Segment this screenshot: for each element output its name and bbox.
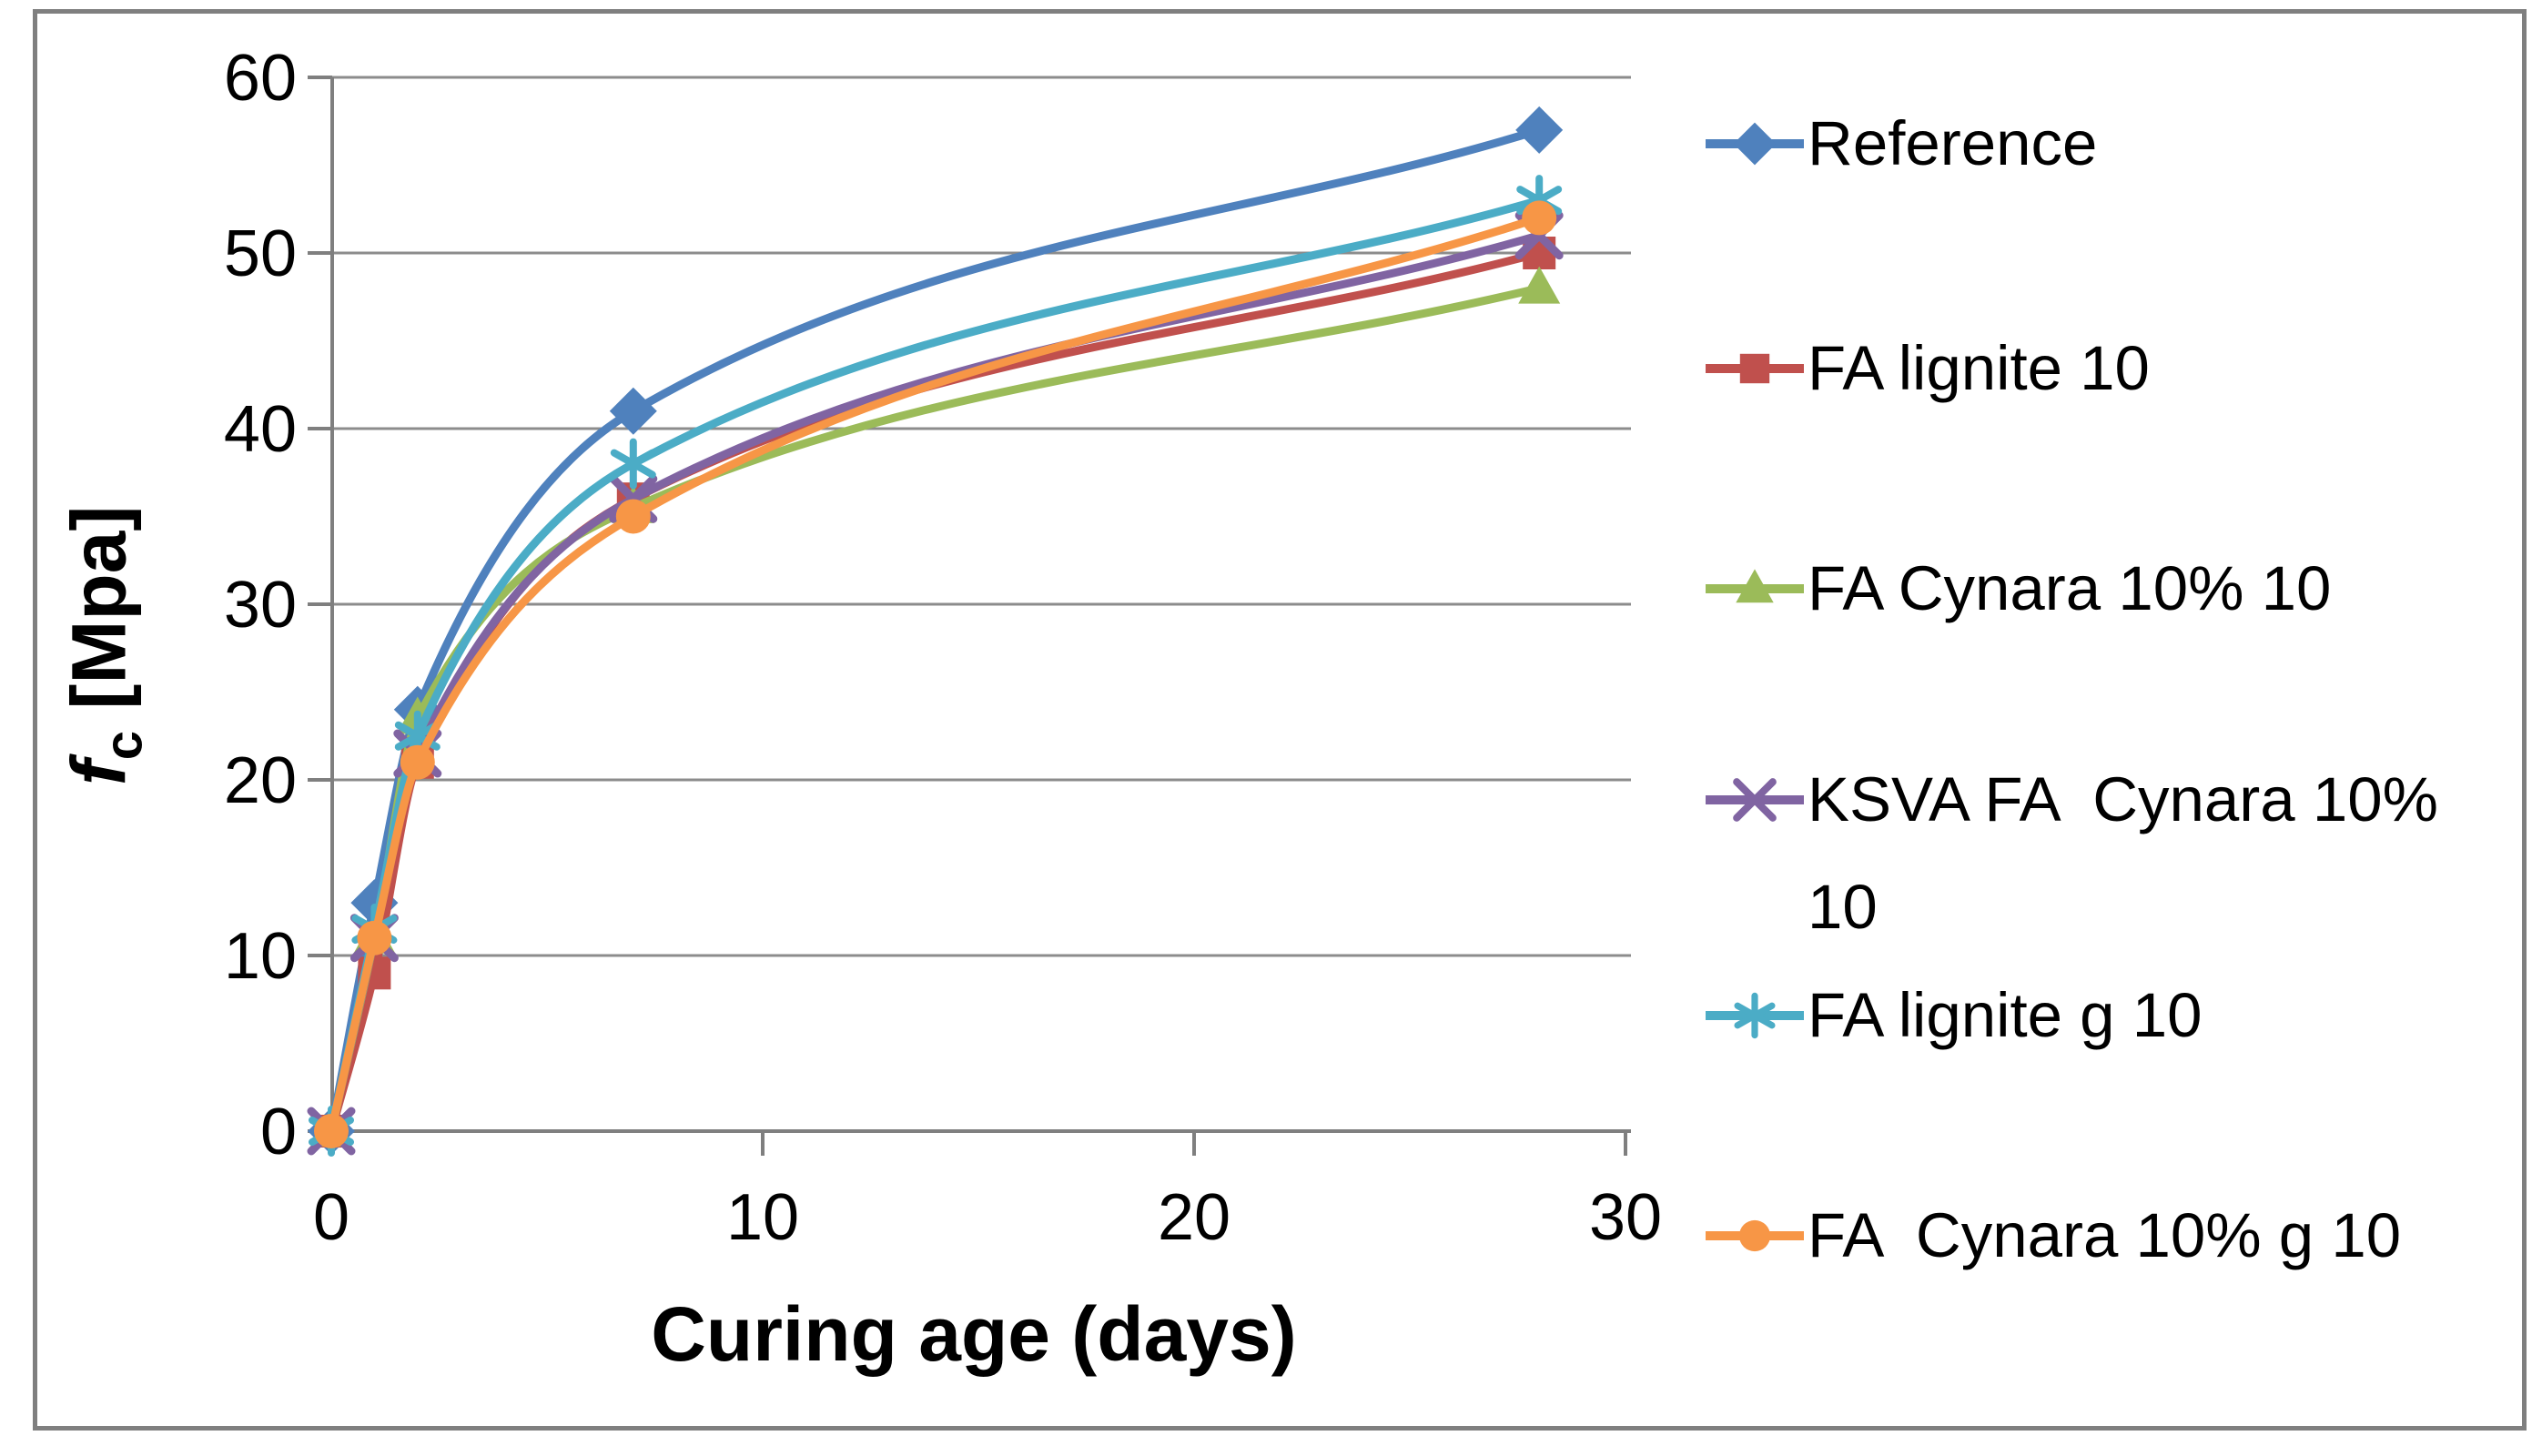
legend-item-ksva-fa-cynara-10-10: KSVA FA Cynara 10% 10 — [1702, 746, 2499, 961]
y-axis-title: fc [Mpa] — [56, 308, 155, 982]
legend-marker-circle-icon — [1706, 1219, 1804, 1252]
data-point-marker-diamond — [1515, 106, 1564, 154]
legend-marker-glyph — [1739, 353, 1770, 384]
x-tick-label: 20 — [1158, 1181, 1230, 1254]
legend-item-label: FA lignite 10 — [1808, 333, 2150, 403]
gridlines — [332, 76, 1631, 957]
y-tick-label: 10 — [224, 920, 297, 993]
legend-item-fa-lignite-10: FA lignite 10 — [1702, 315, 2150, 422]
y-tick-label: 30 — [224, 569, 297, 642]
x-tick-label: 30 — [1589, 1181, 1662, 1254]
legend-marker-glyph — [1733, 778, 1777, 822]
legend-marker-glyph — [1733, 122, 1777, 166]
data-point-marker-circle — [314, 1114, 349, 1148]
legend-item-fa-cynara-10-g-10: FA Cynara 10% g 10 — [1702, 1182, 2401, 1289]
x-axis-title: Curing age (days) — [651, 1291, 1297, 1377]
legend-item-fa-lignite-g-10: FA lignite g 10 — [1702, 962, 2202, 1069]
y-axis-symbol: f — [56, 760, 142, 786]
legend-item-label: FA lignite g 10 — [1808, 980, 2203, 1050]
legend-marker-glyph — [1736, 569, 1774, 603]
y-tick-label: 20 — [224, 744, 297, 817]
legend-marker-x-icon — [1706, 778, 1804, 822]
legend-item-label: FA Cynara 10% g 10 — [1808, 1200, 2402, 1270]
x-tick-labels: 0 10 20 30 — [313, 1181, 1662, 1254]
data-point-marker-circle — [400, 744, 435, 780]
y-tick-label: 0 — [260, 1096, 297, 1168]
data-point-marker-circle — [357, 920, 392, 956]
data-point-marker-diamond — [609, 387, 657, 435]
legend-marker-triangle-icon — [1706, 569, 1804, 603]
series-fa-lignite-10 — [315, 237, 1556, 1148]
series-fa-cynara-10-10 — [310, 266, 1561, 1147]
series-fa-cynara-10-g-10 — [314, 200, 1557, 1148]
legend-item-label: KSVA FA Cynara 10% 10 — [1808, 764, 2456, 942]
legend-marker-glyph — [1734, 992, 1776, 1039]
x-tick-label: 0 — [313, 1181, 349, 1254]
chart-frame — [33, 9, 2527, 1431]
legend-item-fa-cynara-10-10: FA Cynara 10% 10 — [1702, 535, 2331, 642]
legend-item-label: Reference — [1808, 108, 2098, 178]
y-axis-unit: [Mpa] — [56, 505, 142, 731]
data-point-marker-circle — [1522, 200, 1557, 236]
data-point-marker-triangle — [1518, 266, 1561, 304]
y-tick-labels: 0 10 20 30 40 50 60 — [224, 42, 297, 1168]
data-point-marker-asterisk — [610, 438, 656, 490]
data-point-marker-circle — [615, 499, 651, 534]
legend-item-reference: Reference — [1702, 90, 2097, 197]
legend-marker-asterisk-icon — [1706, 992, 1804, 1039]
y-tick-label: 40 — [224, 393, 297, 466]
legend-marker-diamond-icon — [1706, 122, 1804, 166]
legend-marker-glyph — [1738, 1219, 1771, 1252]
legend-item-label: FA Cynara 10% 10 — [1808, 553, 2332, 623]
y-tick-label: 60 — [224, 42, 297, 115]
y-axis-symbol-subscript: c — [94, 730, 154, 761]
y-tick-label: 50 — [224, 217, 297, 290]
x-tick-label: 10 — [726, 1181, 799, 1254]
series-ksva-fa-cynara-10-10 — [307, 211, 1564, 1156]
legend-marker-square-icon — [1706, 353, 1804, 384]
